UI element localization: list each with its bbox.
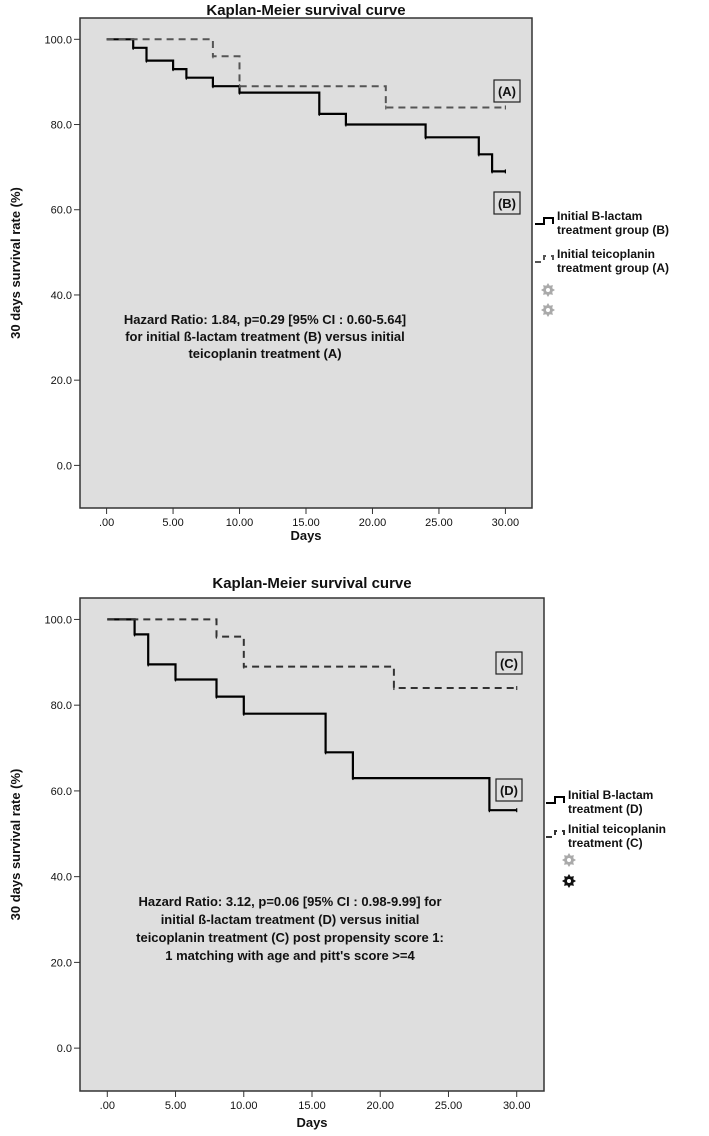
hazard-ratio-annotation: Hazard Ratio: 1.84, p=0.29 [95% CI : 0.6… [124, 312, 406, 327]
hazard-ratio-annotation: teicoplanin treatment (A) [188, 346, 341, 361]
x-tick-label: 20.00 [366, 1100, 394, 1112]
x-axis-title: Days [296, 1115, 327, 1130]
series-tag-box [495, 651, 523, 675]
legend-glyph [546, 830, 565, 838]
y-tick-label: 80.0 [51, 700, 72, 712]
series-tag-label: (A) [498, 84, 516, 99]
hazard-ratio-annotation: 1 matching with age and pitt's score >=4 [165, 948, 415, 963]
legend-glyph [535, 217, 554, 225]
legend-label: Initial B-lactam [568, 788, 653, 802]
chart-title: Kaplan-Meier survival curve [212, 575, 411, 592]
y-tick-label: 20.0 [51, 375, 72, 387]
y-tick-label: 40.0 [51, 290, 72, 302]
series-tag-label: (C) [500, 656, 518, 671]
legend-label: Initial teicoplanin [568, 822, 666, 836]
x-tick-label: .00 [99, 517, 114, 529]
legend-label: treatment group (A) [557, 261, 669, 275]
series-tag-box [493, 191, 521, 215]
x-tick-label: 20.00 [359, 517, 387, 529]
censored-gear-hole [567, 879, 571, 883]
hazard-ratio-annotation: teicoplanin treatment (C) post propensit… [136, 930, 444, 945]
y-tick-label: 40.0 [51, 872, 72, 884]
x-axis-title: Days [290, 528, 321, 543]
x-tick-label: 15.00 [298, 1100, 326, 1112]
legend-label: treatment (D) [568, 802, 643, 816]
x-tick-label: 30.00 [503, 1100, 531, 1112]
series-line-1 [106, 38, 506, 173]
y-axis-title: 30 days survival rate (%) [8, 187, 23, 339]
legend-glyph [535, 255, 554, 263]
x-tick-label: 5.00 [162, 517, 183, 529]
x-tick-label: 15.00 [292, 517, 320, 529]
censored-gear-hole [567, 858, 571, 862]
y-tick-label: 20.0 [51, 957, 72, 969]
x-tick-label: 30.00 [492, 517, 520, 529]
y-tick-label: 60.0 [51, 205, 72, 217]
legend-label: Initial teicoplanin [557, 247, 655, 261]
legend-glyph [546, 796, 565, 804]
y-tick-label: 60.0 [51, 786, 72, 798]
y-tick-label: 100.0 [44, 614, 72, 626]
series-line-2 [107, 618, 517, 689]
hazard-ratio-annotation: Hazard Ratio: 3.12, p=0.06 [95% CI : 0.9… [138, 894, 441, 909]
hazard-ratio-annotation: initial ß-lactam treatment (D) versus in… [161, 912, 420, 927]
x-tick-label: .00 [100, 1100, 115, 1112]
legend-label: treatment (C) [568, 836, 643, 850]
plot-area [79, 17, 533, 509]
series-tag-label: (D) [500, 783, 518, 798]
x-tick-label: 25.00 [435, 1100, 463, 1112]
series-line-2 [106, 38, 506, 109]
x-tick-label: 10.00 [226, 517, 254, 529]
y-tick-label: 0.0 [57, 460, 72, 472]
legend-label: treatment group (B) [557, 223, 669, 237]
plot-area [79, 597, 545, 1092]
x-tick-label: 25.00 [425, 517, 453, 529]
series-tag-box [493, 79, 521, 103]
chart-title: Kaplan-Meier survival curve [206, 2, 405, 19]
series-tag-label: (B) [498, 196, 516, 211]
km-chart-1: Kaplan-Meier survival curve 0.0 20.0 40.0 60… [8, 2, 669, 543]
y-axis-title: 30 days survival rate (%) [8, 769, 23, 921]
series-tag-box [495, 778, 523, 802]
legend-label: Initial B-lactam [557, 209, 642, 223]
y-tick-label: 80.0 [51, 120, 72, 132]
censored-gear-hole [546, 308, 550, 312]
y-tick-label: 100.0 [44, 34, 72, 46]
censored-gear-hole [546, 288, 550, 292]
x-tick-label: 5.00 [165, 1100, 186, 1112]
y-tick-label: 0.0 [57, 1043, 72, 1055]
series-line-1 [107, 618, 517, 812]
hazard-ratio-annotation: for initial ß-lactam treatment (B) versu… [125, 329, 405, 344]
km-chart-2: Kaplan-Meier survival curve 0.0 20.0 40.0 60… [8, 575, 666, 1130]
x-tick-label: 10.00 [230, 1100, 258, 1112]
